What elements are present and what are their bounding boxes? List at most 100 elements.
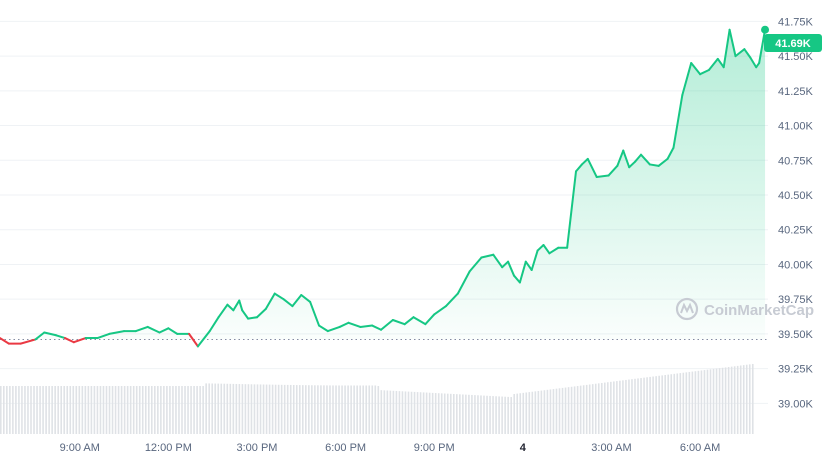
- price-segment: [196, 330, 211, 348]
- price-segment: [580, 157, 589, 166]
- volume-bar: [682, 372, 685, 434]
- volume-bar: [552, 389, 555, 434]
- volume-bar: [558, 388, 561, 434]
- price-segment: [518, 260, 527, 284]
- volume-bar: [610, 381, 612, 434]
- volume-bar: [673, 373, 676, 434]
- volume-bar: [105, 386, 108, 434]
- volume-bar: [314, 385, 316, 434]
- volume-bar: [90, 386, 93, 434]
- volume-bar: [311, 385, 313, 434]
- volume-bar: [202, 386, 204, 434]
- price-segment: [501, 260, 510, 269]
- volume-bar: [368, 385, 371, 434]
- volume-bar: [81, 386, 84, 434]
- volume-bar: [658, 375, 660, 434]
- volume-bar: [655, 376, 657, 434]
- volume-bar: [126, 386, 129, 434]
- volume-bar: [129, 386, 132, 434]
- y-tick-label: 39.75K: [778, 294, 814, 306]
- volume-bar: [157, 386, 159, 434]
- price-segment: [628, 160, 637, 169]
- volume-bar: [362, 385, 364, 434]
- price-segment: [507, 260, 515, 277]
- price-segment: [273, 292, 285, 301]
- volume-bar: [238, 384, 241, 434]
- volume-bar: [256, 384, 259, 434]
- volume-bar: [528, 392, 531, 434]
- watermark-text: CoinMarketCap: [704, 302, 814, 319]
- price-segment: [530, 249, 539, 271]
- volume-bar: [57, 386, 59, 434]
- price-segment: [338, 321, 350, 328]
- volume-bar: [688, 371, 691, 434]
- volume-bar: [196, 386, 198, 434]
- volume-bar: [184, 386, 186, 434]
- price-segment: [681, 62, 693, 96]
- volume-bar: [561, 387, 564, 434]
- volume-bar: [516, 393, 519, 434]
- volume-bar: [492, 396, 494, 434]
- volume-bar: [570, 386, 573, 434]
- volume-bar: [607, 382, 609, 434]
- volume-bar: [646, 377, 648, 434]
- volume-bar: [540, 390, 543, 434]
- price-line: [0, 28, 767, 348]
- price-segment: [282, 298, 294, 308]
- volume-bar: [700, 370, 703, 434]
- volume-bar: [317, 385, 319, 434]
- volume-bar: [166, 386, 168, 434]
- x-tick-label: 6:00 PM: [325, 442, 366, 454]
- volume-bar: [283, 384, 286, 434]
- volume-bar: [280, 384, 283, 434]
- price-segment: [566, 170, 577, 249]
- price-segment: [734, 48, 746, 58]
- volume-bar: [24, 386, 26, 434]
- volume-bar: [465, 394, 467, 434]
- volume-bar: [21, 386, 23, 434]
- volume-bar: [697, 370, 700, 434]
- volume-bar: [108, 386, 111, 434]
- volume-bar: [727, 367, 730, 434]
- volume-bar: [691, 371, 694, 434]
- price-segment: [607, 164, 619, 177]
- volume-bar: [329, 385, 331, 434]
- volume-bar: [522, 392, 525, 434]
- volume-bar: [111, 386, 114, 434]
- volume-bar: [739, 365, 742, 434]
- volume-bar: [259, 384, 262, 434]
- price-segment: [657, 157, 669, 167]
- volume-bar: [546, 389, 549, 434]
- volume-bar: [45, 386, 47, 434]
- x-tick-label: 4: [520, 442, 527, 454]
- price-segment: [63, 337, 75, 344]
- volume-bar: [634, 378, 636, 434]
- volume-bar: [175, 386, 177, 434]
- volume-bars: [0, 363, 754, 434]
- volume-bar: [712, 368, 715, 434]
- price-segment: [412, 316, 427, 326]
- volume-bar: [667, 374, 670, 434]
- price-segment: [380, 319, 394, 331]
- volume-bar: [525, 392, 528, 434]
- volume-bar: [292, 385, 295, 434]
- volume-bar: [54, 386, 56, 434]
- volume-bar: [63, 386, 66, 434]
- price-segment: [524, 260, 533, 271]
- volume-bar: [3, 386, 5, 434]
- volume-bar: [721, 367, 724, 434]
- volume-bar: [114, 386, 117, 434]
- x-tick-label: 9:00 PM: [414, 442, 455, 454]
- price-segment: [217, 303, 229, 319]
- y-tick-label: 39.50K: [778, 329, 814, 341]
- volume-bar: [302, 385, 304, 434]
- volume-bar: [338, 385, 340, 434]
- volume-bar: [60, 386, 62, 434]
- price-segment: [232, 299, 241, 312]
- volume-bar: [356, 385, 358, 434]
- volume-bar: [483, 395, 485, 434]
- price-segment: [318, 324, 329, 333]
- volume-bar: [401, 391, 404, 434]
- price-segment: [403, 316, 415, 326]
- volume-bar: [664, 375, 666, 434]
